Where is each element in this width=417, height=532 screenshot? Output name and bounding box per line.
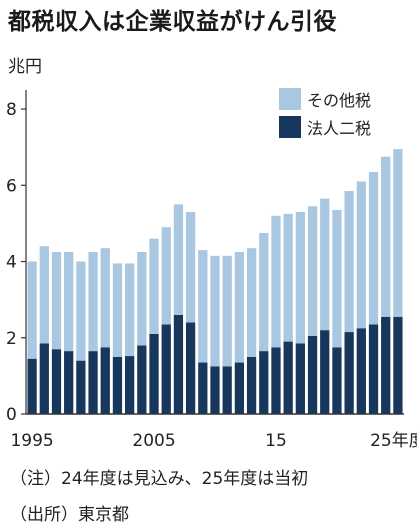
bar-other-2018 [307,206,318,336]
x-tick-label: 25年度 [370,431,417,451]
bar-corporate-2015 [271,347,281,414]
bar-corporate-2005 [149,333,159,414]
bar-corporate-2022 [356,328,366,414]
bar-corporate-2025 [393,316,403,414]
y-axis-unit-label: 兆円 [8,57,42,77]
bar-corporate-1999 [76,360,86,414]
bar-corporate-2001 [100,347,110,414]
legend-swatch-corporate [279,116,301,138]
bar-other-1999 [76,261,86,361]
bar-corporate-2012 [234,362,245,414]
bar-other-1997 [51,252,62,350]
bar-corporate-2011 [222,366,232,414]
bar-other-2009 [198,250,208,363]
x-axis-ticks: 1995 2005 15 25年度 [10,431,417,451]
bar-corporate-2018 [307,335,318,414]
bar-other-2022 [356,181,366,329]
bar-other-2024 [381,156,391,317]
bar-other-2017 [295,211,305,344]
legend-label-other: その他税 [307,91,371,110]
bar-other-2010 [210,255,220,367]
y-tick-label: 6 [6,176,17,196]
bar-other-2007 [173,204,184,315]
bar-other-2006 [161,227,171,325]
bar-other-1995 [27,261,37,359]
bar-corporate-2024 [381,316,391,414]
x-tick-label: 15 [265,431,287,451]
bar-other-2000 [88,252,98,352]
bar-corporate-2020 [332,347,342,414]
chart-title: 都税収入は企業収益がけん引役 [8,9,337,35]
bar-corporate-2014 [259,351,269,414]
bar-other-2014 [259,232,269,352]
bar-other-2013 [246,248,257,357]
bar-other-2019 [320,198,330,331]
x-tick-label: 2005 [132,431,175,451]
bar-corporate-2016 [283,341,293,414]
bar-series [27,149,403,414]
footnote: （注）24年度は見込み、25年度は当初 [10,469,309,489]
legend-label-corporate: 法人二税 [307,119,371,138]
bar-other-2008 [185,211,196,323]
bar-corporate-2006 [161,324,171,414]
bar-corporate-2013 [246,356,257,414]
bar-other-1996 [39,246,49,344]
y-tick-label: 0 [6,405,17,425]
bar-other-2016 [283,213,293,342]
bar-corporate-1997 [51,349,62,414]
y-tick-label: 4 [6,253,17,273]
bar-other-2005 [149,238,159,334]
x-tick-label: 1995 [10,431,53,451]
bar-other-2015 [271,215,281,348]
bar-corporate-2019 [320,330,330,414]
y-axis-ticks: 0 2 4 6 8 [6,100,26,425]
bar-other-2021 [344,191,354,333]
bar-corporate-2002 [112,356,123,414]
bar-other-2011 [222,255,232,367]
legend-swatch-other [279,88,301,110]
bar-other-2003 [125,263,135,357]
bar-corporate-2023 [368,324,379,414]
bar-other-2002 [112,263,123,357]
bar-corporate-2003 [125,356,135,414]
bar-corporate-2000 [88,351,98,414]
bar-other-2012 [234,252,245,363]
bar-other-2001 [100,248,110,348]
bar-corporate-2004 [137,345,147,414]
y-tick-label: 8 [6,100,17,120]
bar-corporate-2009 [198,362,208,414]
bar-other-2023 [368,171,379,325]
bar-other-2004 [137,252,147,346]
bar-corporate-1998 [64,351,74,414]
bar-corporate-1996 [39,343,49,414]
y-tick-label: 2 [6,329,17,349]
source-note: （出所）東京都 [10,505,129,525]
bar-corporate-2008 [185,322,196,414]
bar-other-2020 [332,210,342,348]
legend: その他税 法人二税 [279,88,371,138]
bar-other-1998 [64,252,74,352]
bar-corporate-2017 [295,343,305,414]
bar-corporate-2007 [173,314,184,414]
bar-other-2025 [393,149,403,317]
bar-corporate-2010 [210,366,220,414]
bar-corporate-2021 [344,332,354,414]
stacked-bar-chart: 兆円 0 2 4 6 8 1995 2005 15 25年度 その他税 法人二税 [6,57,417,451]
bar-corporate-1995 [27,358,37,414]
